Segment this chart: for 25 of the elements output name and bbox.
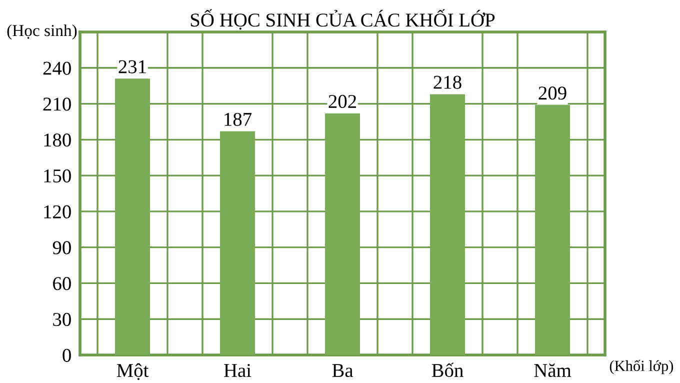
data-label: 202: [328, 94, 356, 108]
x-tick-label: Năm: [534, 364, 572, 378]
x-tick-label: Một: [116, 363, 149, 380]
data-label: 187: [224, 112, 252, 126]
y-tick-label: 60: [53, 277, 71, 290]
bar: [535, 104, 570, 355]
data-label: 231: [118, 60, 146, 74]
x-tick-label: Ba: [332, 364, 354, 378]
y-tick-label: 150: [44, 169, 71, 182]
y-tick-label: 180: [44, 133, 71, 147]
x-tick-label: Bốn: [432, 362, 464, 378]
chart-title: SỐ HỌC SINH CỦA CÁC KHỐI LỚP: [190, 9, 495, 30]
bar: [325, 113, 360, 355]
bar: [115, 78, 150, 355]
y-tick-label: 90: [52, 241, 71, 254]
y-tick-label: 120: [44, 205, 71, 218]
data-label: 209: [538, 86, 566, 100]
x-tick-label: Hai: [224, 364, 252, 378]
y-tick-label: 0: [62, 348, 71, 362]
y-tick-label: 210: [43, 98, 71, 111]
data-label: 218: [434, 76, 462, 89]
y-tick-label: 240: [43, 62, 71, 75]
y-tick-label: 30: [53, 312, 71, 326]
y-axis-title: (Học sinh): [7, 24, 77, 40]
x-axis-title: (Khối lớp): [610, 360, 674, 374]
